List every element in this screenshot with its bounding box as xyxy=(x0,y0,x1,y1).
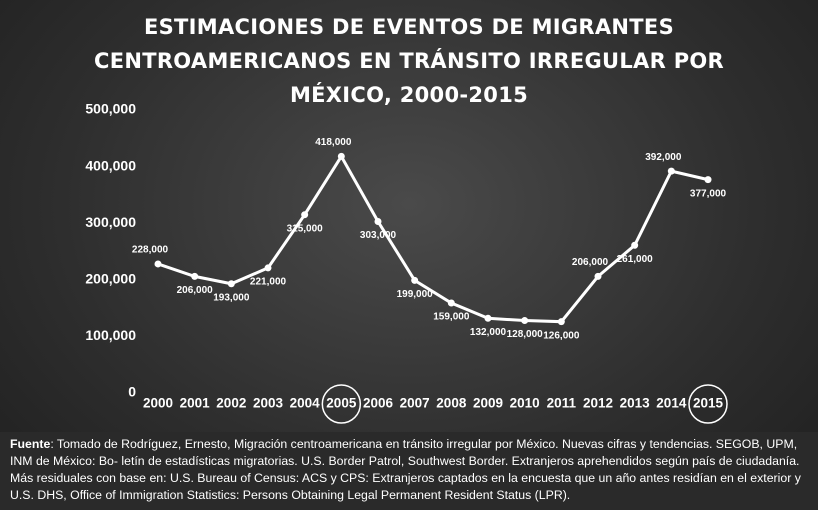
highlight-circle xyxy=(321,384,362,424)
data-label: 392,000 xyxy=(645,152,682,163)
data-point xyxy=(301,211,309,219)
data-point xyxy=(521,317,529,325)
y-tick-label: 100,000 xyxy=(85,327,136,343)
x-tick-label: 2000 xyxy=(143,396,173,411)
x-tick-label: 2012 xyxy=(583,396,613,411)
data-point xyxy=(704,176,712,184)
data-label: 206,000 xyxy=(572,257,609,268)
data-label: 221,000 xyxy=(250,277,287,288)
source-text: : Tomado de Rodríguez, Ernesto, Migració… xyxy=(10,437,801,502)
x-tick-label: 2005 xyxy=(326,396,357,411)
x-tick-label: 2003 xyxy=(253,396,284,411)
data-point xyxy=(447,299,455,307)
data-label: 128,000 xyxy=(507,329,544,340)
data-label: 315,000 xyxy=(287,223,324,234)
x-tick-label: 2006 xyxy=(363,396,394,411)
y-tick-label: 400,000 xyxy=(85,157,136,173)
chart: 0 100,000 200,000 300,000 400,000 500,000 2000… xyxy=(0,0,818,432)
x-tick-label: 2007 xyxy=(400,396,430,411)
x-tick-label: 2013 xyxy=(620,396,651,411)
data-label: 132,000 xyxy=(470,327,507,338)
data-point xyxy=(337,152,345,160)
data-label: 261,000 xyxy=(617,254,654,265)
data-label: 206,000 xyxy=(177,285,214,296)
chart-title: ESTIMACIONES DE EVENTOS DE MIGRANTES CEN… xyxy=(93,15,725,107)
x-tick-label: 2009 xyxy=(473,396,503,411)
source-note: Fuente: Tomado de Rodríguez, Ernesto, Mi… xyxy=(0,432,818,510)
y-tick-label: 300,000 xyxy=(85,214,136,230)
data-label: 159,000 xyxy=(433,312,470,323)
x-tick-label: 2015 xyxy=(693,396,724,411)
data-point xyxy=(374,218,382,226)
y-tick-label: 500,000 xyxy=(85,101,136,117)
data-point xyxy=(227,280,235,288)
data-label: 126,000 xyxy=(543,330,580,341)
data-point xyxy=(594,272,602,280)
y-tick-label: 200,000 xyxy=(85,271,136,287)
data-line xyxy=(157,153,709,324)
x-tick-label: 2010 xyxy=(510,396,540,411)
data-point xyxy=(484,314,492,322)
data-point xyxy=(557,318,565,326)
data-label: 418,000 xyxy=(315,137,352,148)
y-tick-label: 0 xyxy=(128,384,136,400)
data-label: 303,000 xyxy=(360,230,397,241)
x-tick-label: 2011 xyxy=(547,396,577,411)
data-point xyxy=(411,276,419,284)
x-tick-label: 2014 xyxy=(656,396,687,411)
data-point xyxy=(191,272,199,280)
data-point xyxy=(631,241,639,249)
source-label: Fuente xyxy=(10,437,51,451)
data-label: 228,000 xyxy=(132,245,169,256)
data-point xyxy=(667,167,675,175)
x-tick-label: 2008 xyxy=(436,396,467,411)
data-label: 199,000 xyxy=(397,289,434,300)
data-label: 193,000 xyxy=(213,292,250,303)
highlight-circle xyxy=(688,384,728,424)
x-tick-label: 2001 xyxy=(180,396,211,411)
x-tick-label: 2002 xyxy=(216,396,246,411)
data-point xyxy=(154,260,162,268)
data-point xyxy=(264,264,272,272)
x-tick-label: 2004 xyxy=(290,396,321,411)
data-label: 377,000 xyxy=(690,188,727,199)
